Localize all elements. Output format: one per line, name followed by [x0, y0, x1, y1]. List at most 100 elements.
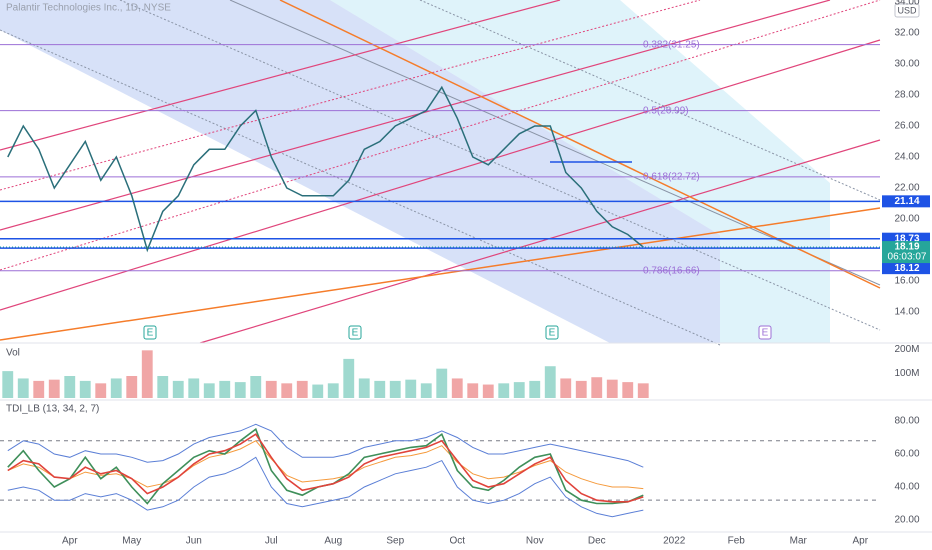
line — [7, 456, 644, 518]
price-tag-label: 18.12 — [894, 263, 919, 274]
y-tick-label: 200M — [894, 344, 919, 355]
line — [7, 85, 644, 253]
volume-bar — [436, 368, 448, 398]
volume-bar — [405, 379, 417, 398]
volume-bar — [33, 380, 45, 398]
earnings-label: E — [762, 328, 769, 339]
y-tick-label: 14.00 — [894, 307, 919, 318]
price-tag-label: 21.14 — [894, 196, 919, 207]
volume-bar — [606, 379, 618, 398]
volume-bar — [312, 384, 324, 398]
x-tick-label: Apr — [62, 536, 78, 547]
volume-bar — [203, 383, 215, 398]
x-tick-label: Mar — [790, 536, 808, 547]
volume-bar — [172, 380, 184, 398]
volume-bar — [188, 378, 200, 398]
volume-bar — [560, 378, 572, 398]
volume-bar — [157, 376, 169, 398]
earnings-markers: E E E E — [143, 325, 772, 340]
volume-bar — [482, 384, 494, 398]
volume-bar — [126, 376, 138, 398]
x-tick-label: Dec — [588, 536, 606, 547]
price-tag — [882, 195, 930, 208]
symbol-title: Palantir Technologies Inc., 1D, NYSE — [6, 3, 171, 14]
x-tick-label: May — [122, 536, 141, 547]
x-tick-label: Oct — [449, 536, 465, 547]
pitchfork-line — [0, 0, 831, 231]
volume-bar — [281, 383, 293, 398]
volume-bar — [48, 379, 60, 398]
earnings-box[interactable] — [348, 325, 362, 340]
pitchfork-line — [0, 0, 561, 151]
volume-bar — [219, 380, 231, 398]
y-tick-label: 40.00 — [894, 482, 919, 493]
pitchfork-line — [0, 0, 881, 271]
x-tick-label: Aug — [324, 536, 342, 547]
indicator-title: TDI_LB (13, 34, 2, 7) — [6, 404, 99, 415]
volume-bar — [95, 383, 107, 398]
volume-bar — [544, 366, 556, 398]
y-tick-label: 80.00 — [894, 416, 919, 427]
earnings-box[interactable] — [758, 325, 772, 340]
y-tick-label: 60.00 — [894, 449, 919, 460]
volume-bar — [2, 371, 14, 398]
x-tick-label: Apr — [852, 536, 868, 547]
channel-fill — [0, 0, 720, 343]
earnings-box[interactable] — [545, 325, 559, 340]
last-price-label: 18.19 — [894, 242, 919, 253]
y-tick-label: 32.00 — [894, 28, 919, 39]
volume-bar — [467, 383, 479, 398]
volume-bar — [79, 380, 91, 398]
y-tick-label: 16.00 — [894, 276, 919, 287]
y-tick-label: 20.00 — [894, 214, 919, 225]
pitchfork-line — [0, 39, 881, 311]
channel-fill — [330, 0, 830, 343]
volume-bar — [451, 378, 463, 398]
volume-title: Vol — [6, 348, 20, 359]
currency: USD — [897, 5, 917, 15]
volume-bar — [498, 383, 510, 398]
volume-bar — [513, 382, 525, 398]
earnings-label: E — [549, 328, 556, 339]
drawings — [0, 0, 881, 346]
volume-bar — [250, 376, 262, 398]
pitchfork-line — [199, 139, 881, 344]
x-tick-label: Jun — [186, 536, 202, 547]
line — [7, 433, 644, 503]
volume-bar — [265, 380, 277, 398]
line — [7, 440, 644, 490]
volume-bar — [110, 378, 122, 398]
volume-bar — [622, 382, 634, 398]
price-tag — [882, 262, 930, 275]
channel-line — [419, 0, 881, 201]
line — [7, 423, 644, 468]
price-tag-label: 18.73 — [894, 233, 919, 244]
volume-bar — [64, 376, 76, 398]
channel-line — [0, 29, 721, 346]
channel-line — [229, 0, 881, 286]
currency-box[interactable] — [894, 3, 920, 18]
earnings-box[interactable] — [143, 325, 157, 340]
volume-bar — [343, 358, 355, 398]
volume-bar — [529, 380, 541, 398]
y-tick-label: 28.00 — [894, 90, 919, 101]
volume-bar — [637, 383, 649, 398]
volume-bar — [358, 378, 370, 398]
y-tick-label: 24.00 — [894, 152, 919, 163]
x-tick-label: Jul — [265, 536, 278, 547]
y-tick-label: 100M — [894, 368, 919, 379]
y-tick-label: 34.00 — [894, 0, 919, 8]
volume-bar — [389, 380, 401, 398]
countdown: 06:03:07 — [888, 252, 927, 263]
volume-bar — [420, 383, 432, 398]
fib-label: 0.618(22.72) — [643, 171, 700, 182]
fib-label: 0.786(16.66) — [643, 265, 700, 276]
x-tick-label: Feb — [728, 536, 746, 547]
volume-bar — [141, 350, 153, 398]
volume-bar — [575, 380, 587, 398]
last-price-tag — [882, 241, 930, 264]
y-tick-label: 20.00 — [894, 515, 919, 526]
volume-bar — [327, 383, 339, 398]
